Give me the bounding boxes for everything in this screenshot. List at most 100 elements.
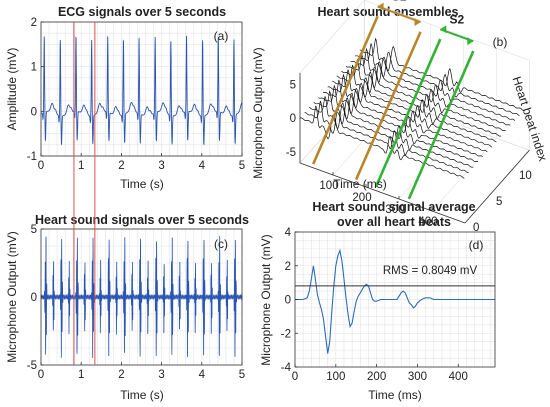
y-tick-label: 0: [31, 292, 37, 304]
grid-line: [431, 48, 497, 212]
panel-d-xlabel: Time (ms): [368, 388, 422, 402]
y-tick-label: -2: [281, 328, 291, 340]
panel-d-title-line1: Heart sound signal average: [312, 200, 475, 214]
beat-trace: [304, 100, 469, 174]
panel-d-title-line2: over all heart beats: [337, 215, 451, 229]
s1-boundary-line: [354, 31, 422, 181]
x-tick-label: 100: [319, 180, 338, 192]
panel-b-ylabel: Heart beat index: [510, 75, 550, 163]
panel-d-yticks: -4 -2 0 2 4: [281, 227, 298, 374]
ecg-series-line: [40, 35, 243, 146]
z-tick-label: 0: [290, 113, 296, 125]
side-wall-outline: [299, 0, 365, 164]
average-series-line: [295, 248, 495, 354]
panel-c-label: (c): [214, 237, 228, 251]
s2-boundary-line: [374, 38, 442, 188]
s1-arrowhead: [377, 2, 384, 11]
s2-boundary-line: [407, 50, 475, 200]
y-tick-label: 0: [285, 295, 291, 307]
x-tick-label: 0: [38, 369, 44, 381]
panel-c-ylabel: Microphone Output (mV): [5, 231, 19, 362]
panel-a-plot-area: [40, 35, 243, 146]
panel-b-ticks: 100 200 300 400 0 5 10 -5 0 5: [286, 79, 532, 234]
x-tick-label: 2: [118, 160, 124, 172]
panel-b-label: (b): [493, 35, 508, 49]
panel-b-zlabel: Microphone Output (mV): [251, 47, 265, 178]
x-tick-label: 200: [367, 371, 386, 383]
s1-boundary-line: [312, 15, 379, 165]
y-tick-label: 2: [31, 17, 37, 29]
y-tick-label: -5: [27, 360, 37, 372]
panel-d: Heart sound signal average over all hear…: [259, 200, 496, 402]
panel-a-ylabel: Amplitude (mV): [5, 48, 19, 131]
panel-c-plot-area: [40, 235, 243, 359]
x-tick-label: 1: [78, 160, 84, 172]
y-tick-label: 4: [285, 227, 292, 239]
z-tick-label: 5: [290, 79, 296, 91]
x-tick-label: 300: [408, 371, 427, 383]
grid-line: [332, 12, 398, 176]
panel-b-xlabel: Time (ms): [333, 177, 387, 191]
s1-arrow-line: [377, 5, 421, 24]
panel-b: Heart sound ensembles S1S2 1002003004000…: [251, 0, 550, 234]
panel-a-grid: [40, 21, 243, 157]
x-tick-label: 0: [292, 371, 298, 383]
panel-b-plot-area: [299, 38, 525, 179]
heart-sound-series-line: [40, 235, 243, 359]
x-tick-label: 4: [199, 160, 206, 172]
y-axis-line: [464, 149, 530, 224]
x-tick-label: 5: [239, 160, 245, 172]
y-tick-label: 2: [285, 261, 291, 273]
x-tick-label: 3: [158, 369, 164, 381]
z-tick-label: -5: [286, 147, 296, 159]
x-tick-label: 400: [418, 216, 437, 228]
s1-label: S1: [392, 0, 407, 4]
panel-a-xticks: 0 1 2 3 4 5: [38, 153, 245, 172]
panel-d-plot-area: [295, 248, 495, 354]
cross-panel-markers: [73, 22, 96, 365]
panel-b-annotations: S1 S2: [312, 0, 475, 200]
s2-label: S2: [449, 12, 464, 26]
panel-c-title: Heart sound signals over 5 seconds: [35, 213, 249, 227]
beat-trace: [299, 105, 465, 179]
x-tick-label: 100: [326, 371, 345, 383]
panel-a-label: (a): [214, 29, 229, 43]
y-tick-label: 0: [473, 222, 479, 234]
x-tick-label: 300: [385, 204, 404, 216]
s1-arrowhead: [414, 18, 421, 27]
panel-c-yticks: -5 0 5: [27, 224, 44, 372]
x-tick-label: 0: [38, 160, 44, 172]
y-tick-label: 5: [496, 196, 502, 208]
panel-d-label: (d): [469, 238, 484, 252]
panel-d-xticks: 0 100 200 300 400: [292, 364, 468, 383]
s2-arrowhead: [440, 25, 447, 34]
panel-c-xlabel: Time (s): [120, 388, 164, 402]
panel-a-axes-box: [40, 21, 243, 157]
x-tick-label: 5: [239, 369, 245, 381]
s2-arrowhead: [467, 37, 474, 46]
y-tick-label: 1: [31, 62, 37, 74]
panel-c-xticks: 0 1 2 3 4 5: [38, 362, 245, 381]
panel-d-rms-label: RMS = 0.8049 mV: [383, 265, 478, 277]
x-tick-label: 400: [449, 371, 468, 383]
panel-b-title: Heart sound ensembles: [317, 5, 458, 19]
panel-a-title: ECG signals over 5 seconds: [58, 5, 226, 19]
x-axis-line: [299, 162, 466, 224]
back-wall-outline: [364, 0, 530, 151]
panel-a-xlabel: Time (s): [120, 177, 164, 191]
y-tick-label: -1: [27, 151, 37, 163]
panel-a-yticks: -1 0 1 2: [27, 17, 44, 163]
x-tick-label: 2: [118, 369, 124, 381]
x-tick-label: 200: [352, 192, 371, 204]
panel-d-ylabel: Microphone Output (mV): [259, 234, 273, 365]
y-tick-label: 10: [519, 170, 532, 182]
y-tick-label: 5: [31, 224, 37, 236]
x-tick-label: 1: [78, 369, 84, 381]
panel-b-3d-frame: [299, 0, 530, 224]
y-tick-label: -4: [281, 362, 292, 374]
x-tick-label: 3: [158, 160, 164, 172]
x-tick-label: 4: [199, 369, 206, 381]
y-tick-label: 0: [31, 106, 37, 118]
